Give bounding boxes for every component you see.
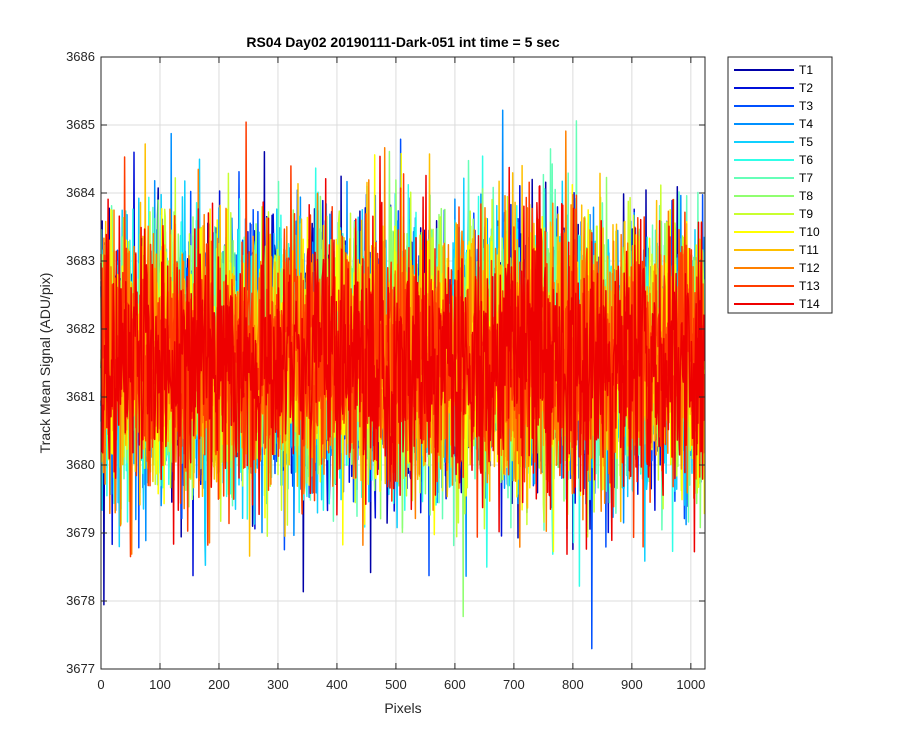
- y-tick-label-3: 3680: [66, 457, 95, 472]
- legend-label-T3: T3: [799, 99, 813, 113]
- y-tick-label-2: 3679: [66, 525, 95, 540]
- x-tick-label-5: 500: [385, 677, 407, 692]
- y-tick-label-1: 3678: [66, 593, 95, 608]
- x-tick-label-8: 800: [562, 677, 584, 692]
- legend-label-T2: T2: [799, 81, 813, 95]
- legend-label-T14: T14: [799, 297, 820, 311]
- legend-label-T11: T11: [799, 243, 819, 257]
- x-tick-label-10: 1000: [676, 677, 705, 692]
- y-tick-label-5: 3682: [66, 321, 95, 336]
- y-axis-label: Track Mean Signal (ADU/pix): [37, 273, 53, 454]
- y-tick-label-6: 3683: [66, 253, 95, 268]
- x-tick-label-6: 600: [444, 677, 466, 692]
- x-tick-label-4: 400: [326, 677, 348, 692]
- x-tick-label-9: 900: [621, 677, 643, 692]
- y-tick-label-8: 3685: [66, 117, 95, 132]
- x-axis-label: Pixels: [384, 700, 421, 716]
- y-tick-label-0: 3677: [66, 661, 95, 676]
- plot-frame: [100, 56, 706, 670]
- legend-label-T13: T13: [799, 279, 820, 293]
- y-tick-label-9: 3686: [66, 49, 95, 64]
- y-tick-label-7: 3684: [66, 185, 95, 200]
- legend-label-T9: T9: [799, 207, 813, 221]
- legend-label-T1: T1: [799, 63, 813, 77]
- legend-label-T12: T12: [799, 261, 820, 275]
- legend: T1 T2 T3 T4 T5 T6 T7 T8 T9 T10 T11 T12 T13 T14: [727, 56, 833, 314]
- x-tick-label-0: 0: [97, 677, 104, 692]
- series-line-T14: [100, 155, 706, 556]
- axis-ticks: 0 100 200 300 400 500 600 700 800 900 1000 3677 3678…: [66, 49, 705, 692]
- legend-label-T8: T8: [799, 189, 813, 203]
- legend-label-T5: T5: [799, 135, 813, 149]
- chart-title: RS04 Day02 20190111-Dark-051 int time = …: [246, 34, 559, 50]
- legend-box: [727, 56, 833, 314]
- legend-label-T4: T4: [799, 117, 813, 131]
- x-tick-label-2: 200: [208, 677, 230, 692]
- x-tick-label-1: 100: [149, 677, 171, 692]
- legend-label-T6: T6: [799, 153, 813, 167]
- legend-label-T7: T7: [799, 171, 813, 185]
- x-tick-label-3: 300: [267, 677, 289, 692]
- legend-label-T10: T10: [799, 225, 820, 239]
- series-lines: [100, 109, 706, 650]
- x-tick-label-7: 700: [503, 677, 525, 692]
- y-tick-label-4: 3681: [66, 389, 95, 404]
